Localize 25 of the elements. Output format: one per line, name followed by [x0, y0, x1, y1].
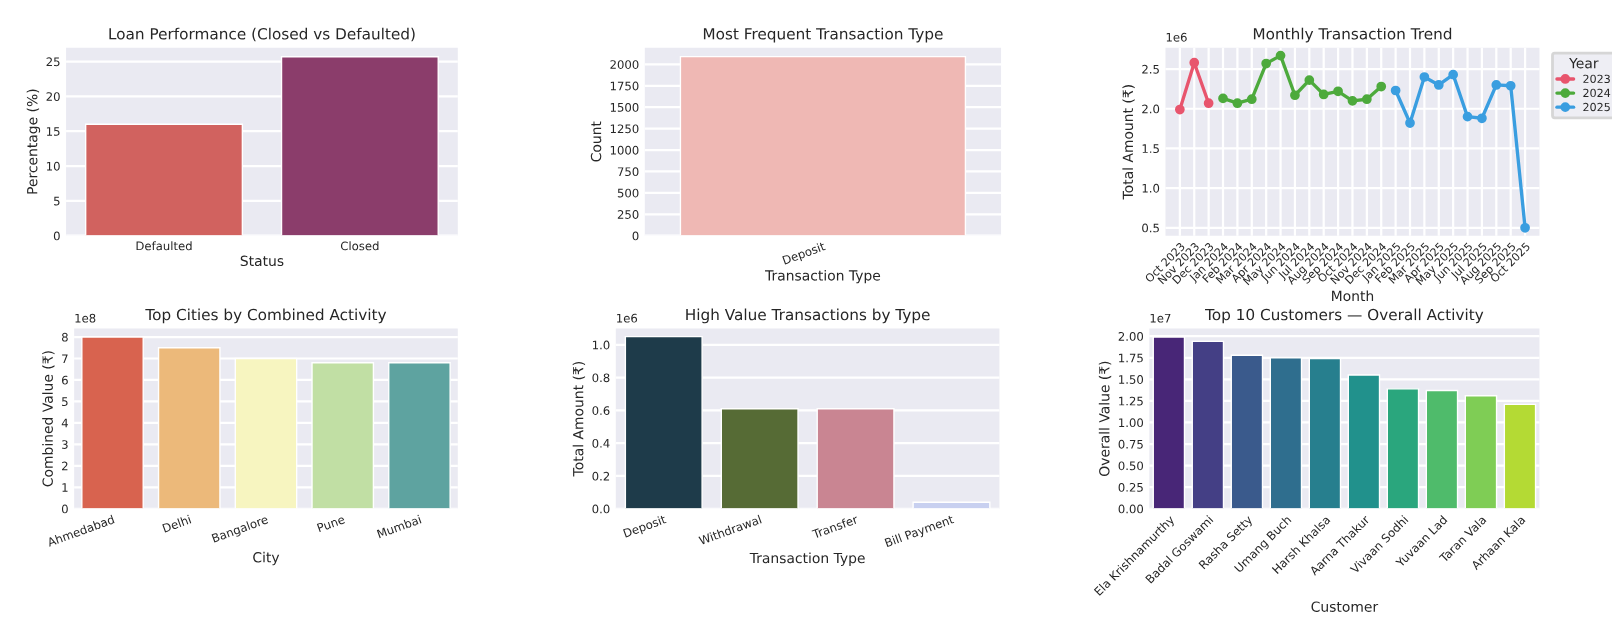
point: [1304, 75, 1315, 86]
point: [1405, 118, 1415, 128]
point: [1477, 113, 1487, 124]
point: [1218, 93, 1228, 104]
point: [1275, 50, 1286, 61]
point: [1203, 98, 1214, 109]
point: [1246, 94, 1257, 105]
point: [1448, 69, 1459, 80]
point: [1433, 80, 1444, 90]
point: [1318, 89, 1329, 100]
point: [1333, 86, 1343, 97]
point: [1419, 72, 1430, 82]
point: [1505, 80, 1516, 91]
point: [1376, 81, 1387, 92]
point: [1520, 222, 1530, 233]
point: [1491, 80, 1502, 90]
point: [1290, 90, 1300, 101]
point: [1462, 111, 1473, 122]
point: [1232, 98, 1243, 109]
point: [1175, 104, 1185, 115]
point: [1361, 94, 1372, 105]
point: [1390, 85, 1401, 96]
point: [1261, 58, 1272, 69]
point: [1189, 57, 1200, 68]
point: [1347, 95, 1358, 106]
